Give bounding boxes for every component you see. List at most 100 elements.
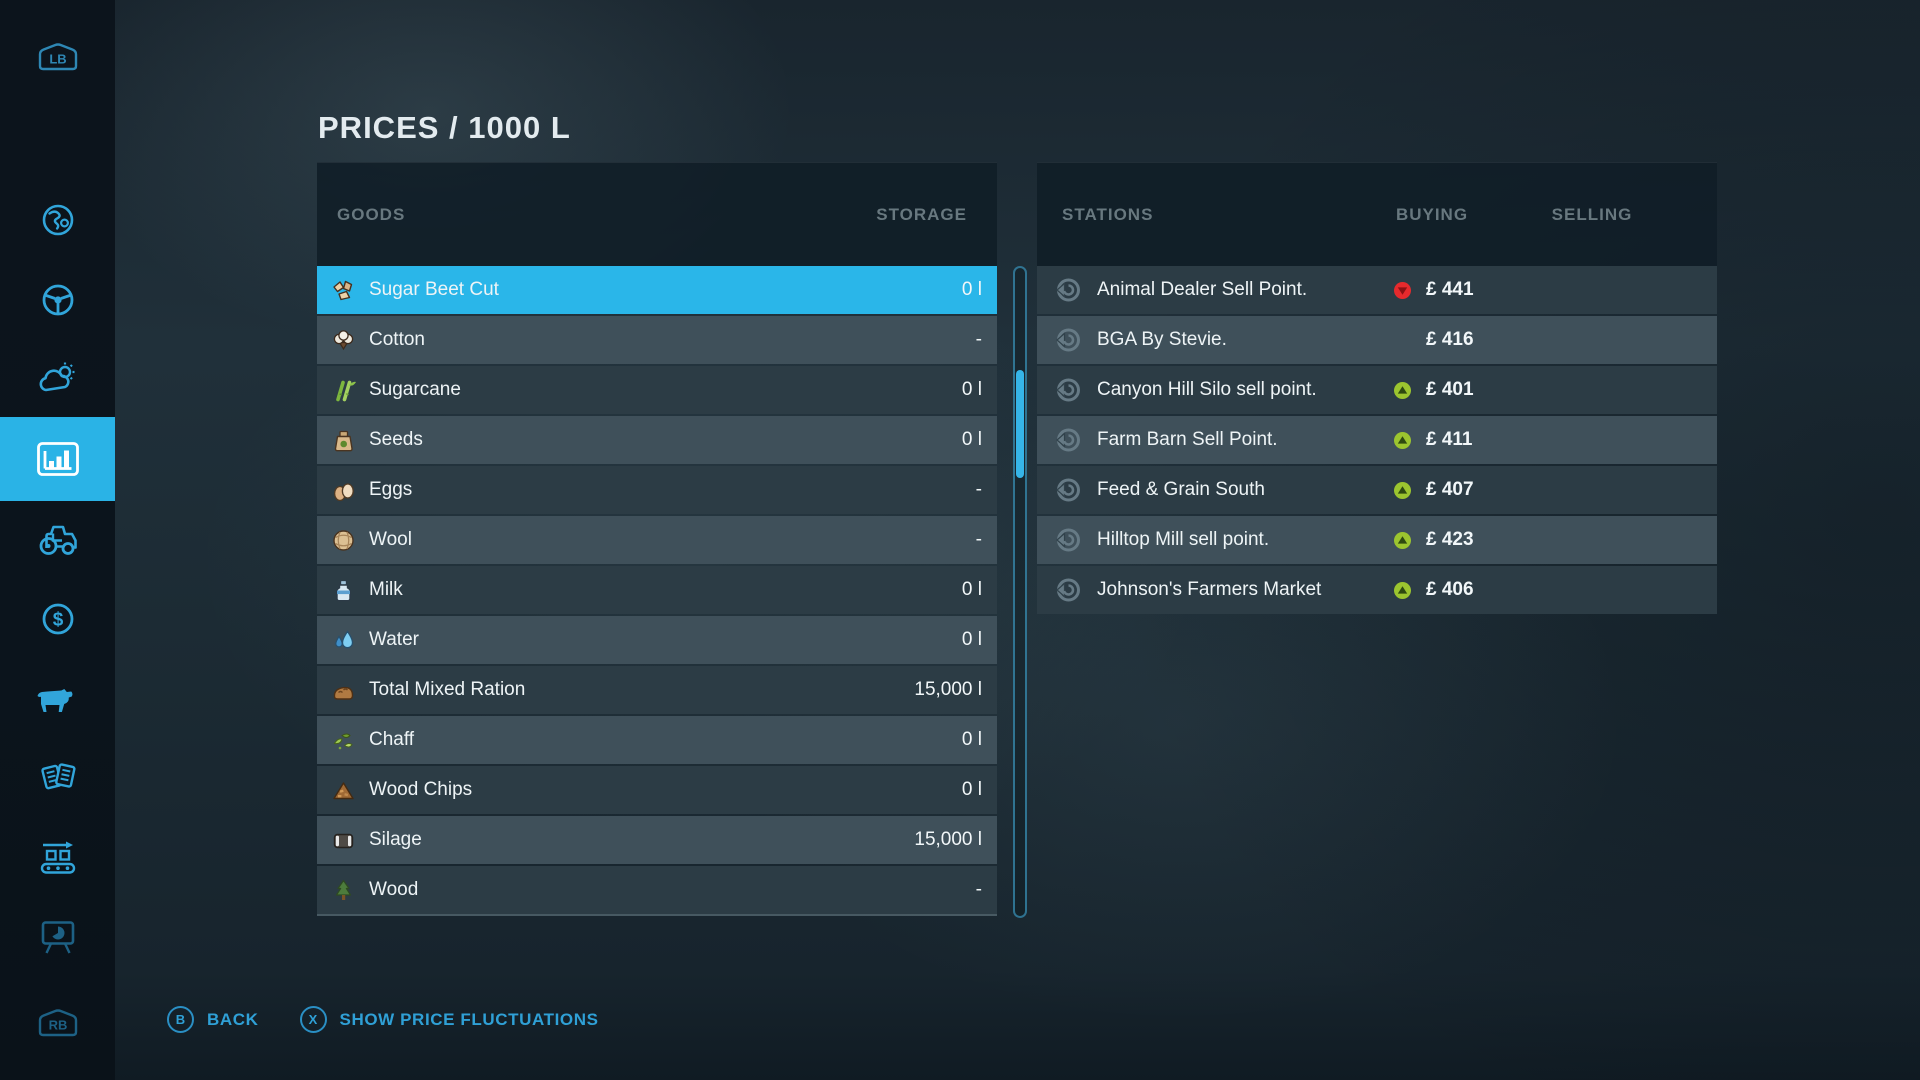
station-name: BGA By Stevie.: [1097, 329, 1227, 350]
trend-down-icon: [1394, 281, 1411, 299]
goods-row[interactable]: Sugarcane 0 l: [317, 366, 997, 414]
animals-icon: [33, 678, 83, 718]
selling-column-header: SELLING: [1551, 204, 1633, 224]
goods-row[interactable]: Cotton -: [317, 316, 997, 364]
station-name: Hilltop Mill sell point.: [1097, 529, 1270, 550]
goods-column-header: GOODS: [337, 204, 406, 224]
wool-icon: [330, 527, 357, 554]
weather-icon: [36, 357, 80, 401]
goods-storage-value: -: [975, 479, 982, 500]
finances-icon: $: [36, 597, 80, 641]
goods-storage-value: -: [975, 329, 982, 350]
stations-panel: STATIONS BUYING SELLING Animal Dealer Se…: [1037, 162, 1717, 614]
sidebar-item-animals[interactable]: [0, 666, 115, 730]
goods-storage-value: -: [975, 879, 982, 900]
svg-text:RB: RB: [48, 1018, 67, 1033]
sidebar-item-contracts[interactable]: [0, 746, 115, 810]
goods-row[interactable]: Eggs -: [317, 466, 997, 514]
goods-name: Total Mixed Ration: [369, 679, 526, 700]
storage-column-header: STORAGE: [876, 204, 967, 224]
goods-name: Sugarcane: [369, 379, 461, 400]
svg-text:$: $: [52, 609, 63, 630]
buying-cell: £ 416: [1352, 329, 1512, 351]
goods-row[interactable]: Sugar Beet Cut 0 l: [317, 266, 997, 314]
goods-row[interactable]: Wool -: [317, 516, 997, 564]
sidebar-item-weather[interactable]: [0, 347, 115, 411]
sidebar-item-steering-wheel[interactable]: [0, 268, 115, 332]
buying-price: £ 401: [1426, 379, 1474, 400]
svg-text:LB: LB: [49, 52, 66, 67]
buying-price: £ 406: [1426, 579, 1474, 600]
sidebar-item-lb-bumper[interactable]: LB: [0, 25, 115, 89]
sidebar-item-tractor[interactable]: [0, 507, 115, 571]
goods-row[interactable]: Seeds 0 l: [317, 416, 997, 464]
seeds-icon: [330, 427, 357, 454]
goods-panel: GOODS STORAGE Sugar Beet Cut 0 l Cotton - Su…: [317, 162, 997, 916]
buying-column-header: BUYING: [1395, 204, 1469, 224]
buying-price: £ 423: [1426, 529, 1474, 550]
goods-name: Chaff: [369, 729, 415, 750]
stations-table-header: STATIONS BUYING SELLING: [1037, 162, 1717, 266]
buying-price: £ 441: [1426, 279, 1474, 300]
station-name: Farm Barn Sell Point.: [1097, 429, 1278, 450]
sidebar-item-finances[interactable]: $: [0, 587, 115, 651]
sell-point-icon: [1053, 575, 1083, 605]
goods-storage-value: 15,000 l: [914, 829, 982, 850]
tmr-icon: [330, 677, 357, 704]
station-row[interactable]: Feed & Grain South £ 407: [1037, 466, 1717, 514]
station-row[interactable]: Animal Dealer Sell Point. £ 441: [1037, 266, 1717, 314]
goods-name: Silage: [369, 829, 422, 850]
back-button[interactable]: B BACK: [167, 1006, 259, 1033]
goods-row[interactable]: Wood Chips 0 l: [317, 766, 997, 814]
goods-row[interactable]: Silage 15,000 l: [317, 816, 997, 864]
station-name: Johnson's Farmers Market: [1097, 579, 1322, 600]
buying-cell: £ 407: [1352, 479, 1512, 501]
station-row[interactable]: Hilltop Mill sell point. £ 423: [1037, 516, 1717, 564]
production-icon: [36, 837, 80, 879]
lb-bumper-icon: LB: [35, 38, 81, 76]
goods-name: Wood Chips: [369, 779, 473, 800]
goods-name: Seeds: [369, 429, 423, 450]
goods-storage-value: 0 l: [961, 379, 982, 400]
buying-price: £ 416: [1426, 329, 1474, 350]
sugar-beet-cut-icon: [330, 277, 357, 304]
goods-row[interactable]: Water 0 l: [317, 616, 997, 664]
goods-row[interactable]: Total Mixed Ration 15,000 l: [317, 666, 997, 714]
trend-none: [1394, 332, 1411, 349]
steering-wheel-icon: [36, 278, 80, 322]
station-row[interactable]: Canyon Hill Silo sell point. £ 401: [1037, 366, 1717, 414]
station-row[interactable]: Johnson's Farmers Market £ 406: [1037, 566, 1717, 614]
goods-name: Wool: [369, 529, 412, 550]
goods-row[interactable]: Milk 0 l: [317, 566, 997, 614]
stations-column-header: STATIONS: [1062, 204, 1154, 224]
goods-name: Sugar Beet Cut: [369, 279, 499, 300]
trend-up-icon: [1394, 531, 1411, 549]
goods-row[interactable]: Wood -: [317, 866, 997, 914]
station-row[interactable]: Farm Barn Sell Point. £ 411: [1037, 416, 1717, 464]
goods-scrollbar[interactable]: [1013, 266, 1027, 918]
presentation-icon: [36, 915, 80, 959]
sidebar-item-statistics[interactable]: [0, 417, 115, 502]
show-price-fluctuations-button[interactable]: X SHOW PRICE FLUCTUATIONS: [299, 1006, 599, 1033]
controller-hints: B BACK X SHOW PRICE FLUCTUATIONS: [167, 1006, 599, 1033]
goods-row[interactable]: Chaff 0 l: [317, 716, 997, 764]
goods-storage-value: 0 l: [961, 729, 982, 750]
scrollbar-thumb[interactable]: [1016, 370, 1024, 478]
station-name: Feed & Grain South: [1097, 479, 1265, 500]
sidebar-item-presentation[interactable]: [0, 905, 115, 969]
rb-bumper-icon: RB: [35, 1004, 81, 1042]
sell-point-icon: [1053, 525, 1083, 555]
sidebar-item-rb-bumper[interactable]: RB: [0, 991, 115, 1055]
milk-icon: [330, 577, 357, 604]
buying-cell: £ 411: [1352, 429, 1512, 451]
show-price-fluctuations-label: SHOW PRICE FLUCTUATIONS: [339, 1009, 599, 1029]
buying-price: £ 411: [1426, 429, 1473, 450]
goods-name: Eggs: [369, 479, 413, 500]
wood-chips-icon: [330, 777, 357, 804]
statistics-icon: [35, 440, 81, 478]
station-row[interactable]: BGA By Stevie. £ 416: [1037, 316, 1717, 364]
sidebar-item-globe[interactable]: [0, 188, 115, 252]
gamepad-x-icon: X: [299, 1006, 327, 1033]
trend-up-icon: [1394, 431, 1411, 449]
sidebar-item-production[interactable]: [0, 826, 115, 890]
